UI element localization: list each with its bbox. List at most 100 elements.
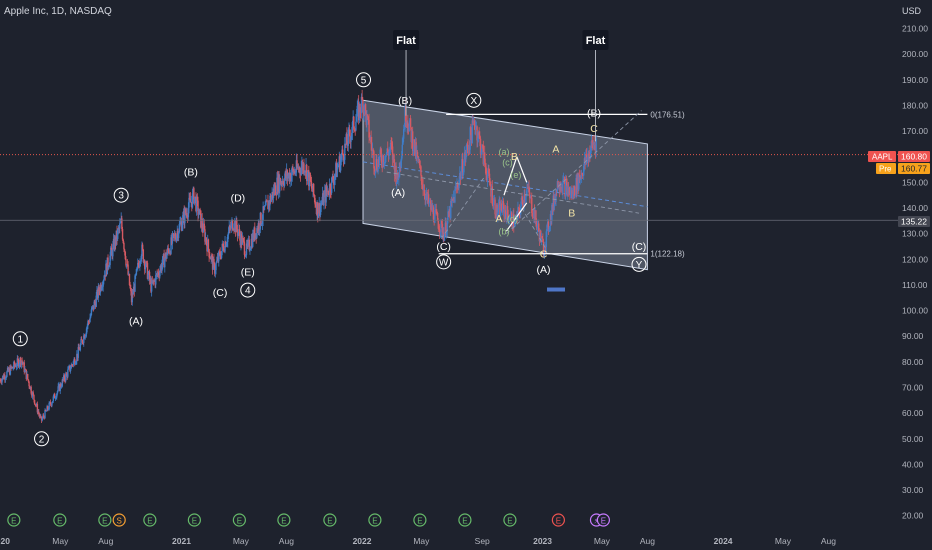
- candle-body: [417, 156, 419, 162]
- candle-body: [226, 242, 228, 244]
- candle-body: [497, 204, 500, 213]
- candle-body: [4, 375, 6, 380]
- last-price-symbol: AAPL: [872, 153, 893, 162]
- wave-label: (d): [507, 214, 518, 224]
- candle-body: [545, 231, 548, 248]
- candle-body: [148, 271, 151, 281]
- wave-label: Y: [631, 256, 647, 272]
- wave-label-text: (A): [391, 187, 405, 199]
- candle-body: [481, 145, 483, 153]
- candle-body: [471, 120, 473, 144]
- candle-body: [451, 198, 453, 203]
- candle-body: [492, 200, 495, 206]
- candle-body: [454, 187, 457, 190]
- wave-connector: [505, 202, 528, 232]
- candle-body: [286, 170, 289, 179]
- candle-body: [384, 155, 387, 163]
- candle-body: [4, 378, 7, 380]
- candle-body: [130, 288, 132, 292]
- event-marker: [596, 513, 610, 527]
- candle-body: [69, 365, 71, 371]
- x-axis-label: Aug: [821, 536, 836, 546]
- candle-body: [171, 233, 174, 244]
- candle-body: [325, 187, 327, 203]
- event-marker-text: E: [281, 517, 286, 526]
- y-axis-tick: 190.00: [902, 75, 928, 85]
- candle-body: [510, 212, 513, 226]
- candle-body: [26, 374, 29, 380]
- candle-body: [465, 152, 467, 160]
- candle-body: [108, 265, 111, 267]
- candle-body: [402, 129, 405, 139]
- wave-label: 1: [12, 331, 28, 347]
- wave-label-text: (c): [502, 157, 513, 167]
- candle-body: [123, 249, 126, 252]
- candle-body: [28, 381, 30, 387]
- candle-body: [189, 197, 191, 199]
- candle-body: [326, 187, 328, 193]
- candle-body: [47, 409, 50, 411]
- candle-body: [372, 149, 374, 152]
- wave-label-text: (d): [507, 214, 518, 224]
- candle-body: [542, 238, 544, 242]
- candle-body: [191, 193, 194, 208]
- candle-body: [292, 167, 294, 170]
- wave-label-text: 1: [17, 334, 23, 345]
- candle-body: [565, 180, 568, 183]
- candle-body: [337, 166, 339, 168]
- candle-body: [382, 155, 385, 164]
- candle-body: [61, 379, 64, 387]
- candle-body: [306, 172, 309, 182]
- candle-body: [204, 229, 206, 242]
- x-axis-label: Aug: [640, 536, 655, 546]
- currency-label: USD: [902, 6, 922, 16]
- candle-body: [445, 222, 447, 236]
- candle-body: [390, 143, 392, 144]
- candle-body: [565, 180, 567, 197]
- candle-body: [380, 154, 383, 163]
- candle-body: [85, 328, 88, 335]
- candle-body: [23, 362, 25, 372]
- candle-body: [136, 267, 138, 270]
- candle-body: [441, 220, 443, 224]
- candle-body: [470, 127, 472, 136]
- candle-body: [55, 397, 57, 399]
- candle-body: [117, 229, 119, 239]
- event-marker: [187, 513, 201, 527]
- candle-body: [581, 172, 584, 175]
- candle-body: [108, 266, 110, 268]
- candle-body: [140, 256, 142, 262]
- x-axis-label: Sep: [475, 536, 490, 546]
- channel-layer: [362, 99, 648, 271]
- flat-callout-box: [393, 30, 420, 50]
- candle-body: [6, 371, 8, 377]
- candle-body: [237, 232, 239, 236]
- y-axis-tick: 30.00: [902, 485, 924, 495]
- candle-body: [317, 202, 319, 218]
- candle-body: [434, 210, 436, 223]
- candle-body: [336, 167, 338, 177]
- candle-body: [466, 144, 469, 147]
- flat-callout-text: Flat: [586, 35, 606, 47]
- candle-body: [502, 201, 505, 206]
- candle-body: [555, 189, 557, 203]
- y-axis-tick: 60.00: [902, 408, 924, 418]
- candle-body: [231, 220, 234, 231]
- candle-body: [124, 251, 127, 260]
- candle-body: [94, 301, 96, 303]
- candle-body: [355, 116, 358, 122]
- candle-body: [139, 261, 142, 263]
- candle-body: [80, 339, 82, 345]
- candle-body: [44, 409, 46, 419]
- wave-label-text: (B): [398, 95, 412, 107]
- wave-label-text: (A): [537, 264, 551, 276]
- candle-body: [243, 241, 246, 255]
- pre-market-value: 160.77: [901, 164, 927, 174]
- candle-body: [38, 414, 41, 417]
- candle-body: [179, 222, 181, 225]
- candle-body: [583, 166, 585, 176]
- candle-body: [480, 152, 482, 155]
- candle-body: [127, 264, 129, 275]
- candle-body: [541, 236, 543, 239]
